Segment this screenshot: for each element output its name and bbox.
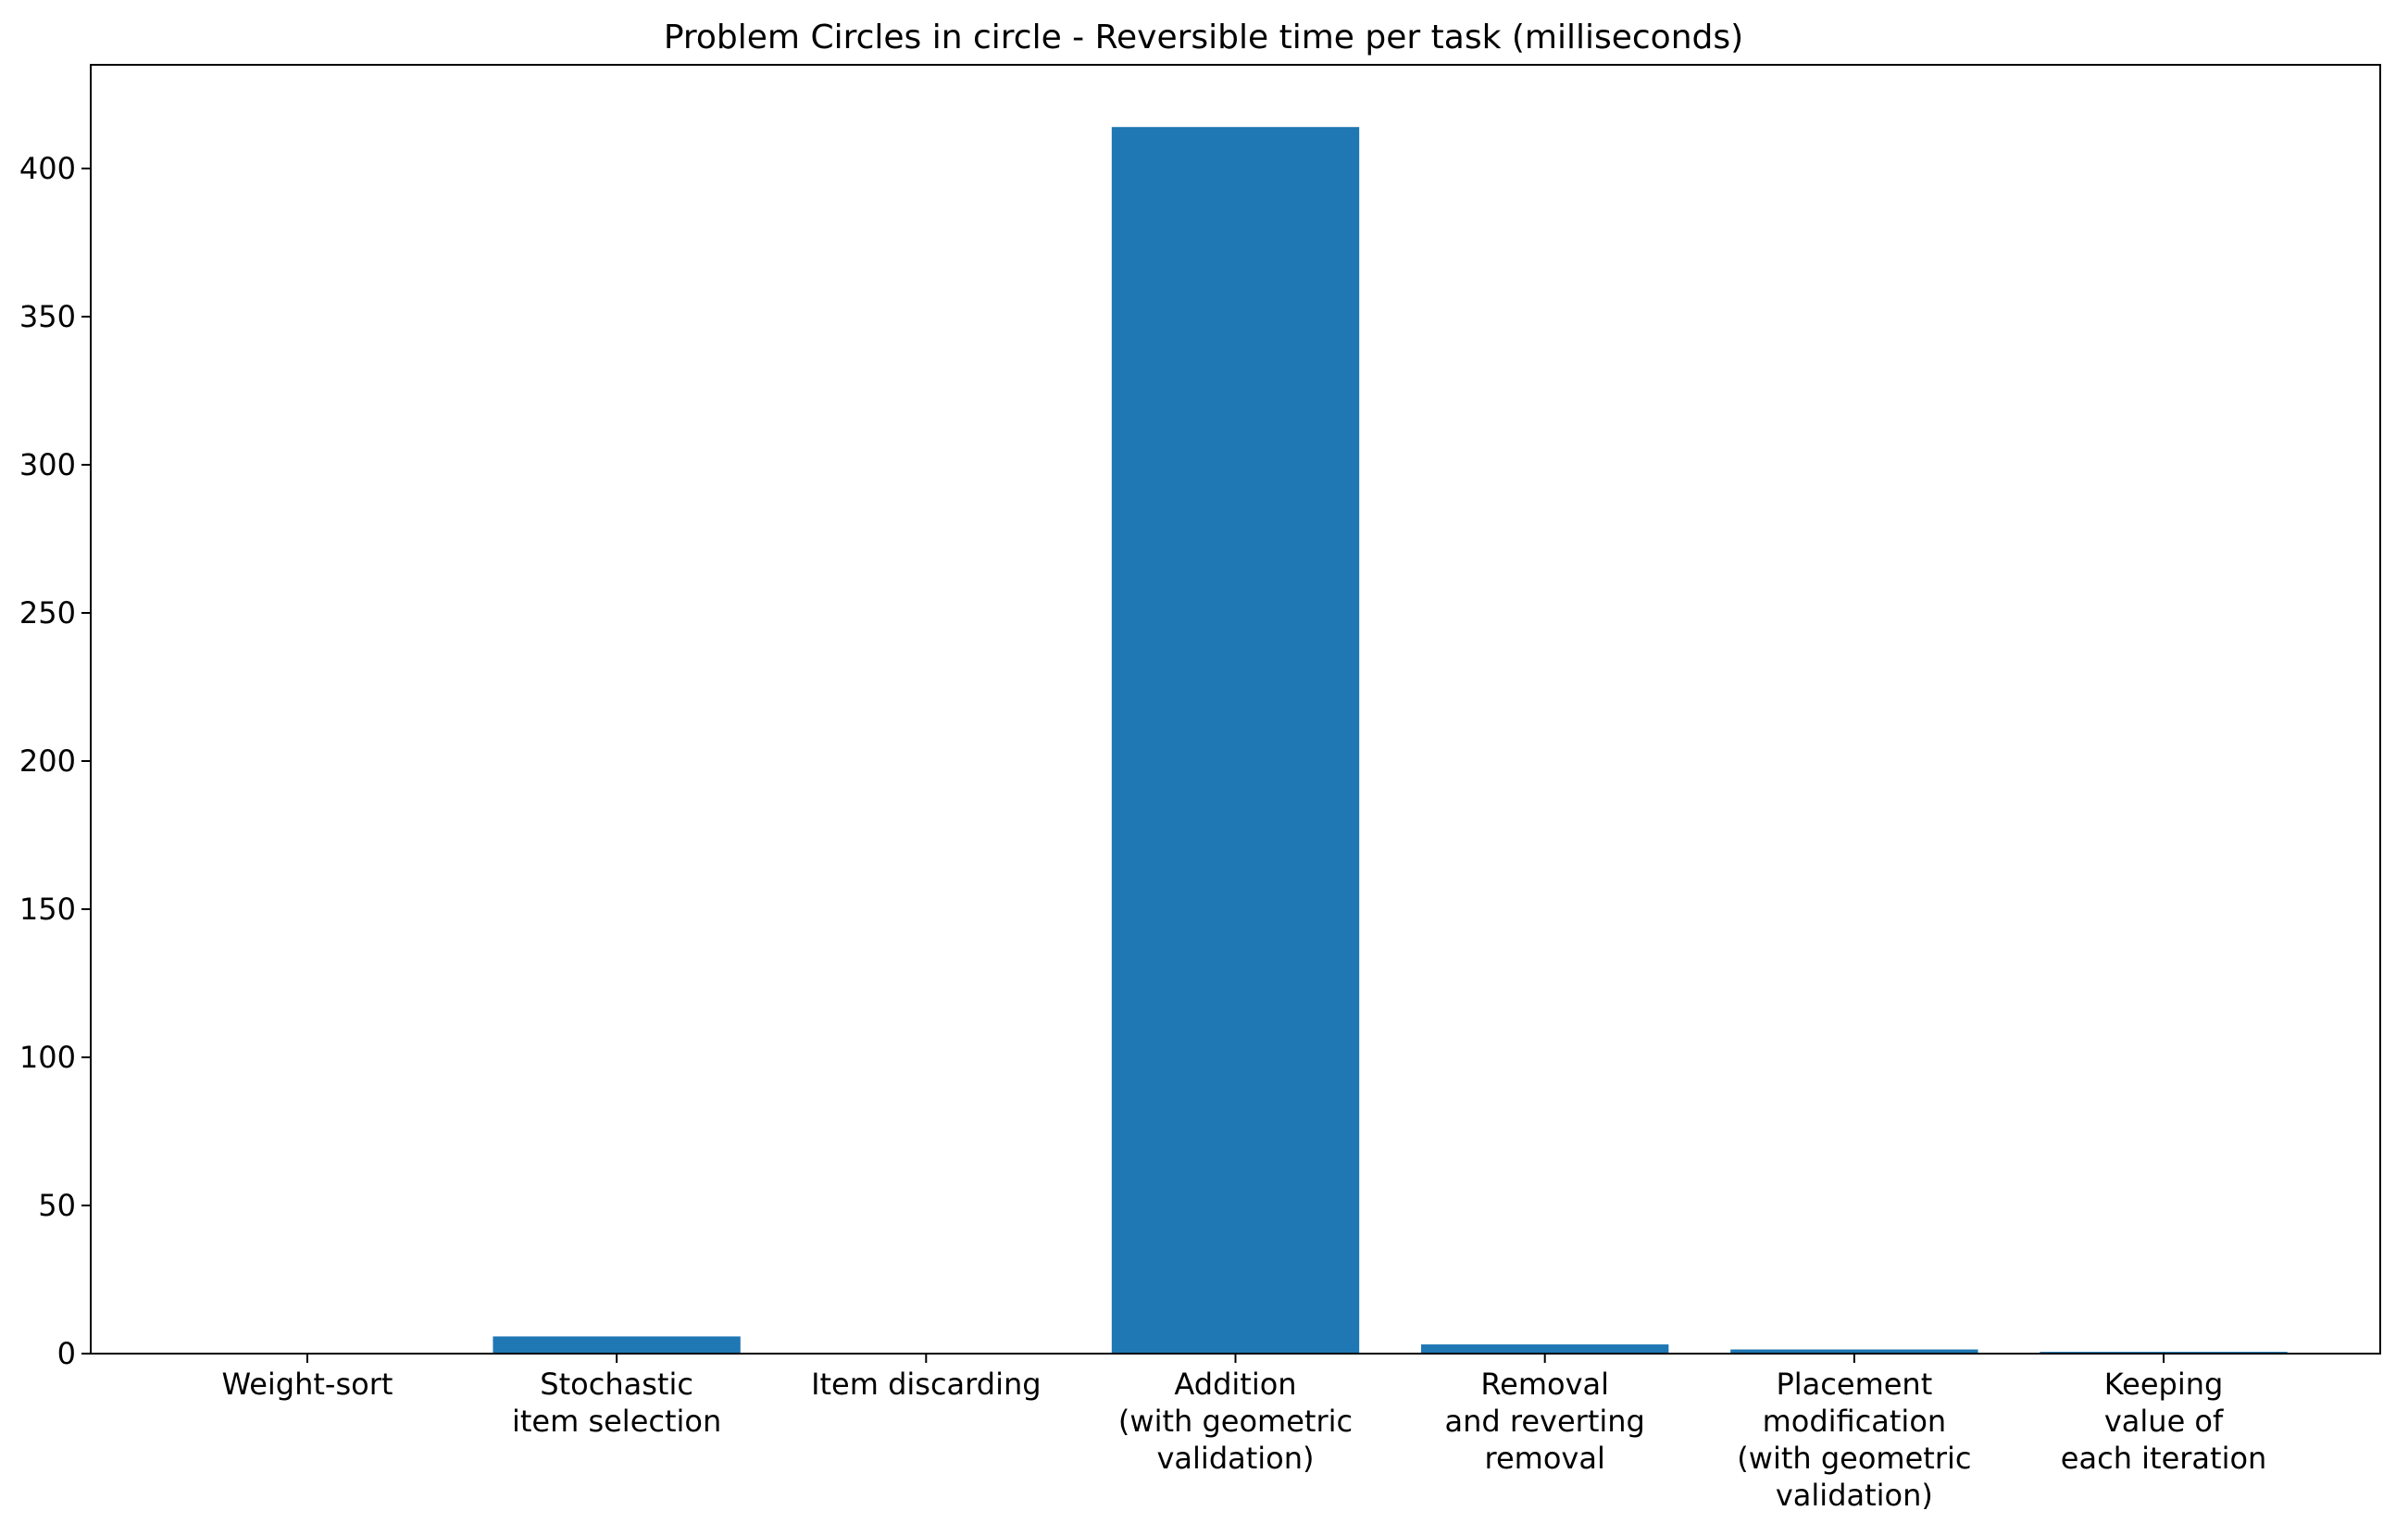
x-tick-label-line: validation) <box>1156 1441 1314 1476</box>
x-tick-label-line: validation) <box>1776 1478 1933 1513</box>
x-tick-label-line: removal <box>1485 1441 1605 1476</box>
y-tick-label-5: 250 <box>19 595 76 631</box>
x-tick-label-line: modification <box>1763 1404 1947 1439</box>
bars-layer <box>183 127 2288 1355</box>
y-tick-label-6: 300 <box>19 447 76 482</box>
x-tick-label-line: Keeping <box>2104 1367 2224 1402</box>
x-tick-label-line: (with geometric <box>1118 1404 1353 1439</box>
x-tick-label-line: Item discarding <box>811 1367 1041 1402</box>
bar-3 <box>1111 127 1360 1355</box>
y-tick-label-3: 150 <box>19 892 76 927</box>
x-tick-label-line: Stochastic <box>540 1367 693 1402</box>
x-tick-label-4: Removal and reverting removal <box>1445 1367 1645 1476</box>
y-tick-label-4: 200 <box>19 743 76 779</box>
x-tick-label-line: (with geometric <box>1737 1441 1971 1476</box>
bar-1 <box>493 1336 741 1354</box>
x-tick-label-line: Removal <box>1480 1367 1609 1402</box>
x-tick-label-6: Keeping value of each iteration <box>2061 1367 2267 1476</box>
x-tick-label-0: Weight-sort <box>221 1367 393 1402</box>
y-axis: 0 50 100 150 200 250 300 350 400 <box>19 151 91 1371</box>
x-tick-label-line: Placement <box>1776 1367 1932 1402</box>
y-tick-label-0: 0 <box>57 1336 76 1371</box>
x-tick-label-line: each iteration <box>2061 1441 2267 1476</box>
y-tick-label-1: 50 <box>38 1188 76 1223</box>
y-tick-label-7: 350 <box>19 299 76 334</box>
bar-5 <box>1730 1349 1978 1354</box>
y-tick-label-8: 400 <box>19 151 76 186</box>
x-tick-label-line: and reverting <box>1445 1404 1645 1439</box>
x-tick-label-line: value of <box>2104 1404 2224 1439</box>
x-tick-label-line: Weight-sort <box>221 1367 393 1402</box>
bar-4 <box>1421 1344 1669 1354</box>
plot-frame <box>90 64 2381 1355</box>
x-axis: Weight-sort Stochastic item selection Item … <box>221 1354 2266 1513</box>
x-tick-label-3: Addition (with geometric validation) <box>1118 1367 1353 1476</box>
x-tick-label-line: Addition <box>1174 1367 1296 1402</box>
y-tick-label-2: 100 <box>19 1040 76 1075</box>
chart-title: Problem Circles in circle - Reversible t… <box>664 19 1743 56</box>
x-tick-label-1: Stochastic item selection <box>512 1367 721 1439</box>
x-tick-label-5: Placement modification (with geometric vali… <box>1737 1367 1971 1513</box>
x-tick-label-2: Item discarding <box>811 1367 1041 1402</box>
x-tick-label-line: item selection <box>512 1404 721 1439</box>
